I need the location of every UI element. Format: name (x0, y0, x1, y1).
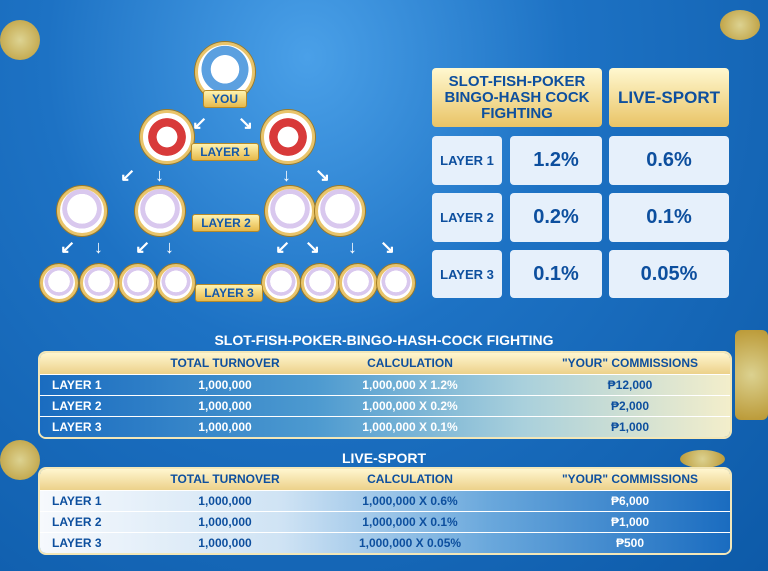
table-row: LAYER 1 1,000,000 1,000,000 X 0.6% ₱6,00… (40, 490, 730, 511)
coin-decoration (0, 440, 40, 480)
calc-cell: 1,000,000 X 1.2% (362, 378, 458, 392)
col-commissions: "YOUR" COMMISSIONS (561, 356, 699, 370)
rate-header-slot: SLOT-FISH-POKER BINGO-HASH COCK FIGHTING (432, 68, 602, 127)
table-row: LAYER 3 1,000,000 1,000,000 X 0.1% ₱1,00… (40, 416, 730, 437)
rate-sport-value: 0.05% (609, 250, 729, 298)
layer3-avatar (80, 264, 118, 302)
arrow-icon: ↙ (275, 237, 291, 257)
layer-cell: LAYER 1 (52, 494, 102, 508)
arrow-icon: ↙ (135, 237, 151, 257)
arrow-icon: ↓ (165, 237, 174, 257)
layer2-avatar (315, 186, 365, 236)
col-turnover: TOTAL TURNOVER (170, 356, 280, 370)
commission-cell: ₱6,000 (610, 494, 650, 508)
slot-table-title: SLOT-FISH-POKER-BINGO-HASH-COCK FIGHTING (214, 332, 554, 348)
layer1-label: LAYER 1 (191, 143, 259, 161)
slot-commission-table: TOTAL TURNOVER CALCULATION "YOUR" COMMIS… (38, 351, 732, 439)
layer3-avatar (40, 264, 78, 302)
layer2-avatar (57, 186, 107, 236)
turnover-cell: 1,000,000 (198, 515, 252, 529)
turnover-cell: 1,000,000 (198, 378, 252, 392)
calc-cell: 1,000,000 X 0.05% (358, 536, 462, 550)
calc-cell: 1,000,000 X 0.2% (362, 399, 458, 413)
rate-layer-label: LAYER 3 (432, 250, 502, 298)
you-label: YOU (203, 90, 247, 108)
commission-cell: ₱500 (615, 536, 645, 550)
arrow-icon: ↙ (60, 237, 76, 257)
arrow-icon: ↘ (305, 237, 321, 257)
commission-cell: ₱1,000 (610, 515, 650, 529)
rate-layer-label: LAYER 2 (432, 193, 502, 242)
sport-table-title: LIVE-SPORT (341, 450, 426, 466)
rate-layer-label: LAYER 1 (432, 136, 502, 185)
table-header: TOTAL TURNOVER CALCULATION "YOUR" COMMIS… (40, 353, 730, 374)
calc-cell: 1,000,000 X 0.1% (362, 515, 458, 529)
coin-decoration (735, 330, 768, 420)
col-commissions: "YOUR" COMMISSIONS (561, 472, 699, 486)
table-header: TOTAL TURNOVER CALCULATION "YOUR" COMMIS… (40, 469, 730, 490)
table-row: LAYER 2 1,000,000 1,000,000 X 0.1% ₱1,00… (40, 511, 730, 532)
layer3-avatar (157, 264, 195, 302)
commission-cell: ₱1,000 (610, 420, 650, 434)
arrow-icon: ↓ (348, 237, 357, 257)
sport-commission-table: TOTAL TURNOVER CALCULATION "YOUR" COMMIS… (38, 467, 732, 555)
col-calculation: CALCULATION (367, 472, 453, 486)
rate-slot-value: 0.1% (510, 250, 602, 298)
layer3-avatar (262, 264, 300, 302)
commission-cell: ₱12,000 (607, 378, 653, 392)
table-row: LAYER 1 1,000,000 1,000,000 X 1.2% ₱12,0… (40, 374, 730, 395)
table-row: LAYER 3 1,000,000 1,000,000 X 0.05% ₱500 (40, 532, 730, 553)
layer2-avatar (265, 186, 315, 236)
turnover-cell: 1,000,000 (198, 536, 252, 550)
layer3-label: LAYER 3 (195, 284, 263, 302)
arrow-icon: ↙ (192, 113, 208, 133)
calc-cell: 1,000,000 X 0.1% (362, 420, 458, 434)
arrow-icon: ↘ (238, 113, 254, 133)
layer-cell: LAYER 1 (52, 378, 102, 392)
col-calculation: CALCULATION (367, 356, 453, 370)
layer-cell: LAYER 3 (52, 536, 102, 550)
layer1-avatar (261, 110, 315, 164)
layer3-avatar (339, 264, 377, 302)
table-row: LAYER 2 1,000,000 1,000,000 X 0.2% ₱2,00… (40, 395, 730, 416)
arrow-icon: ↘ (315, 165, 331, 185)
arrow-icon: ↓ (282, 165, 291, 185)
col-turnover: TOTAL TURNOVER (170, 472, 280, 486)
arrow-icon: ↙ (120, 165, 136, 185)
coin-decoration (720, 10, 760, 40)
arrow-icon: ↓ (94, 237, 103, 257)
coin-decoration (0, 20, 40, 60)
layer2-label: LAYER 2 (192, 214, 260, 232)
coin-decoration (680, 450, 725, 468)
commission-cell: ₱2,000 (610, 399, 650, 413)
layer1-avatar (140, 110, 194, 164)
layer3-avatar (119, 264, 157, 302)
turnover-cell: 1,000,000 (198, 494, 252, 508)
rate-slot-value: 0.2% (510, 193, 602, 242)
rate-sport-value: 0.1% (609, 193, 729, 242)
turnover-cell: 1,000,000 (198, 420, 252, 434)
arrow-icon: ↓ (155, 165, 164, 185)
arrow-icon: ↘ (380, 237, 396, 257)
rate-sport-value: 0.6% (609, 136, 729, 185)
layer3-avatar (377, 264, 415, 302)
layer-cell: LAYER 3 (52, 420, 102, 434)
turnover-cell: 1,000,000 (198, 399, 252, 413)
layer-cell: LAYER 2 (52, 399, 102, 413)
rate-slot-value: 1.2% (510, 136, 602, 185)
layer-cell: LAYER 2 (52, 515, 102, 529)
rate-header-sport: LIVE-SPORT (609, 68, 729, 127)
calc-cell: 1,000,000 X 0.6% (362, 494, 458, 508)
layer3-avatar (301, 264, 339, 302)
layer2-avatar (135, 186, 185, 236)
